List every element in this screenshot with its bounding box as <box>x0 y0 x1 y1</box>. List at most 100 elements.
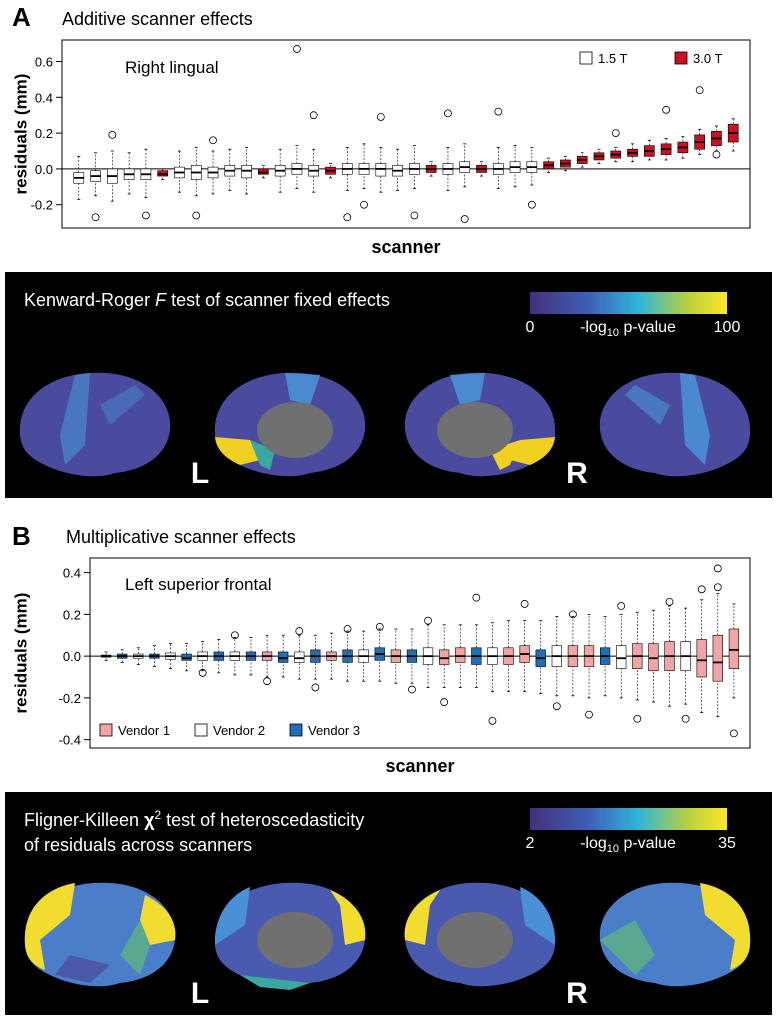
box <box>696 639 707 678</box>
hemisphere-label: R <box>566 977 588 1010</box>
legend-swatch <box>674 51 688 65</box>
panel-letter: A <box>12 2 31 32</box>
title-part: 2 <box>154 808 161 822</box>
y-tick-label: 0.0 <box>63 649 81 664</box>
region <box>214 887 250 945</box>
panel-title: Additive scanner effects <box>62 9 253 29</box>
label-part: p-value <box>619 835 676 852</box>
label-part: -log <box>580 319 607 336</box>
title-part: F <box>155 290 167 310</box>
outlier <box>520 600 529 608</box>
colorbar-label: -log10 p-value <box>580 319 676 339</box>
title-part: test of scanner fixed effects <box>166 290 390 310</box>
region <box>450 373 485 405</box>
region <box>240 975 310 990</box>
annotation: Right lingual <box>125 58 219 77</box>
y-tick-label: -0.2 <box>31 198 53 213</box>
outlier <box>713 583 722 592</box>
outlier <box>569 610 577 619</box>
region <box>215 437 260 465</box>
brain-medial <box>214 882 366 990</box>
outlier <box>293 45 301 53</box>
label-part: 10 <box>607 327 619 339</box>
box <box>455 647 466 663</box>
box <box>728 628 740 669</box>
box <box>278 651 289 663</box>
outlier <box>410 211 419 220</box>
y-axis-label: residuals (mm) <box>11 74 30 195</box>
region <box>285 373 320 405</box>
label-part: 10 <box>607 843 619 855</box>
region <box>55 955 110 983</box>
colorbar-tick-label: 2 <box>526 835 535 852</box>
y-tick-label: -0.4 <box>59 733 81 748</box>
legend-label: Vendor 3 <box>308 723 360 738</box>
brain-medial <box>214 372 366 477</box>
region <box>330 890 366 945</box>
outlier <box>527 200 536 209</box>
legend-swatch <box>579 51 593 65</box>
outlier <box>424 616 432 625</box>
region <box>600 920 655 975</box>
plot-frame <box>61 39 751 229</box>
title-part: test of heteroscedasticity <box>161 810 364 830</box>
outlier <box>343 625 352 633</box>
legend-swatch <box>99 723 113 737</box>
outlier <box>552 702 561 711</box>
outlier <box>376 113 385 121</box>
outlier <box>460 215 469 223</box>
title-part: Kenward-Roger <box>24 290 155 310</box>
region <box>625 385 670 425</box>
y-axis-label: residuals (mm) <box>11 593 30 714</box>
outlier <box>295 627 304 635</box>
outlier <box>108 130 117 139</box>
outlier <box>192 211 201 220</box>
map-title: of residuals across scanners <box>24 835 252 855</box>
subcortical <box>437 402 513 458</box>
legend-label: Vendor 2 <box>213 723 265 738</box>
outlier <box>444 109 452 118</box>
cortex <box>599 372 751 477</box>
legend-label: Vendor 1 <box>118 723 170 738</box>
outlier <box>230 631 239 640</box>
box <box>616 645 627 669</box>
outlier <box>263 677 271 686</box>
outlier <box>198 668 207 677</box>
y-tick-label: 0.4 <box>63 566 81 581</box>
outlier <box>142 211 150 220</box>
outlier <box>472 593 481 602</box>
region <box>700 883 751 970</box>
box <box>294 651 305 663</box>
cortex <box>19 372 171 477</box>
y-tick-label: -0.2 <box>59 691 81 706</box>
label-part: -log <box>580 835 607 852</box>
colorbar-tick-label: 100 <box>714 319 741 336</box>
brain-lateral <box>24 882 176 987</box>
brain-lateral <box>19 372 171 477</box>
outlier <box>712 150 721 159</box>
outlier <box>697 585 706 594</box>
region <box>140 895 176 945</box>
y-tick-label: 0.6 <box>35 54 53 69</box>
subcortical <box>257 912 333 968</box>
region <box>100 385 145 425</box>
colorbar-label: -log10 p-value <box>580 835 676 855</box>
x-axis-label: scanner <box>371 237 440 257</box>
outlier <box>611 129 620 138</box>
x-axis-label: scanner <box>385 756 454 776</box>
map-title: Kenward-Roger F test of scanner fixed ef… <box>24 290 390 310</box>
map-title: Fligner-Killeen χ2 test of heteroscedast… <box>24 808 364 830</box>
region <box>60 373 90 465</box>
colorbar <box>530 292 727 314</box>
title-part: χ <box>144 810 155 830</box>
region <box>24 883 75 970</box>
hemisphere-label: L <box>191 977 209 1010</box>
outlier <box>633 714 642 723</box>
plot-frame <box>89 557 751 749</box>
annotation: Left superior frontal <box>125 575 271 594</box>
legend-swatch <box>194 723 208 737</box>
brain-lateral <box>599 372 751 477</box>
colorbar-tick-label: 0 <box>526 319 535 336</box>
subcortical <box>437 912 513 968</box>
